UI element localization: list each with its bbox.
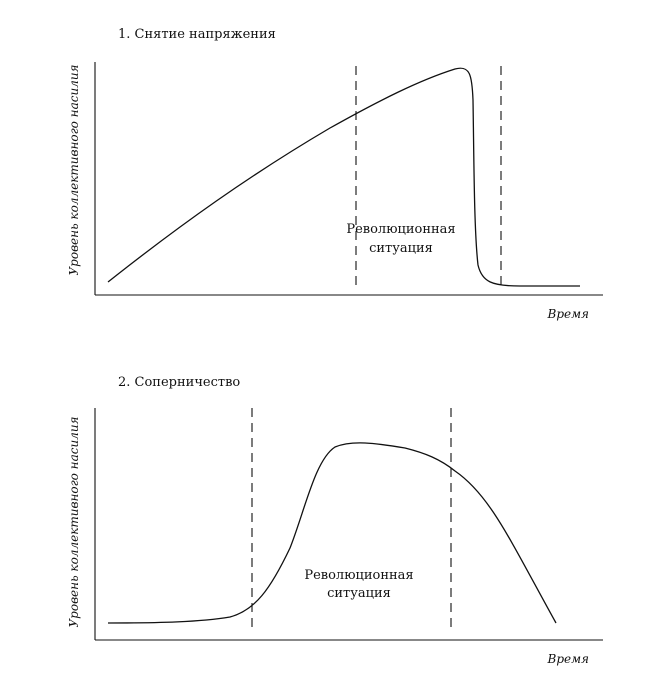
panel-2-y-axis-label: Уровень коллективного насилия [67,416,81,627]
panel-2-title: 2. Соперничество [118,375,240,390]
panel-1-region-label-line-2: ситуация [369,241,433,256]
panel-2-region-label-line-2: ситуация [327,586,391,601]
panel-2-violence-curve [107,442,557,624]
panel-1-violence-curve [107,67,580,287]
panel-2-x-axis-label: Время [547,652,590,666]
panel-2-region-label-line-1: Революционная [304,568,413,583]
panel-1-y-axis-label: Уровень коллективного насилия [67,64,81,275]
panel-1-x-axis-label: Время [547,307,590,321]
panel-1: 1. Снятие напряжения Уровень коллективно… [67,27,603,321]
panel-2: 2. Соперничество Уровень коллективного н… [67,375,603,666]
panel-1-title: 1. Снятие напряжения [118,27,276,42]
panel-1-region-label-line-1: Революционная [346,222,455,237]
